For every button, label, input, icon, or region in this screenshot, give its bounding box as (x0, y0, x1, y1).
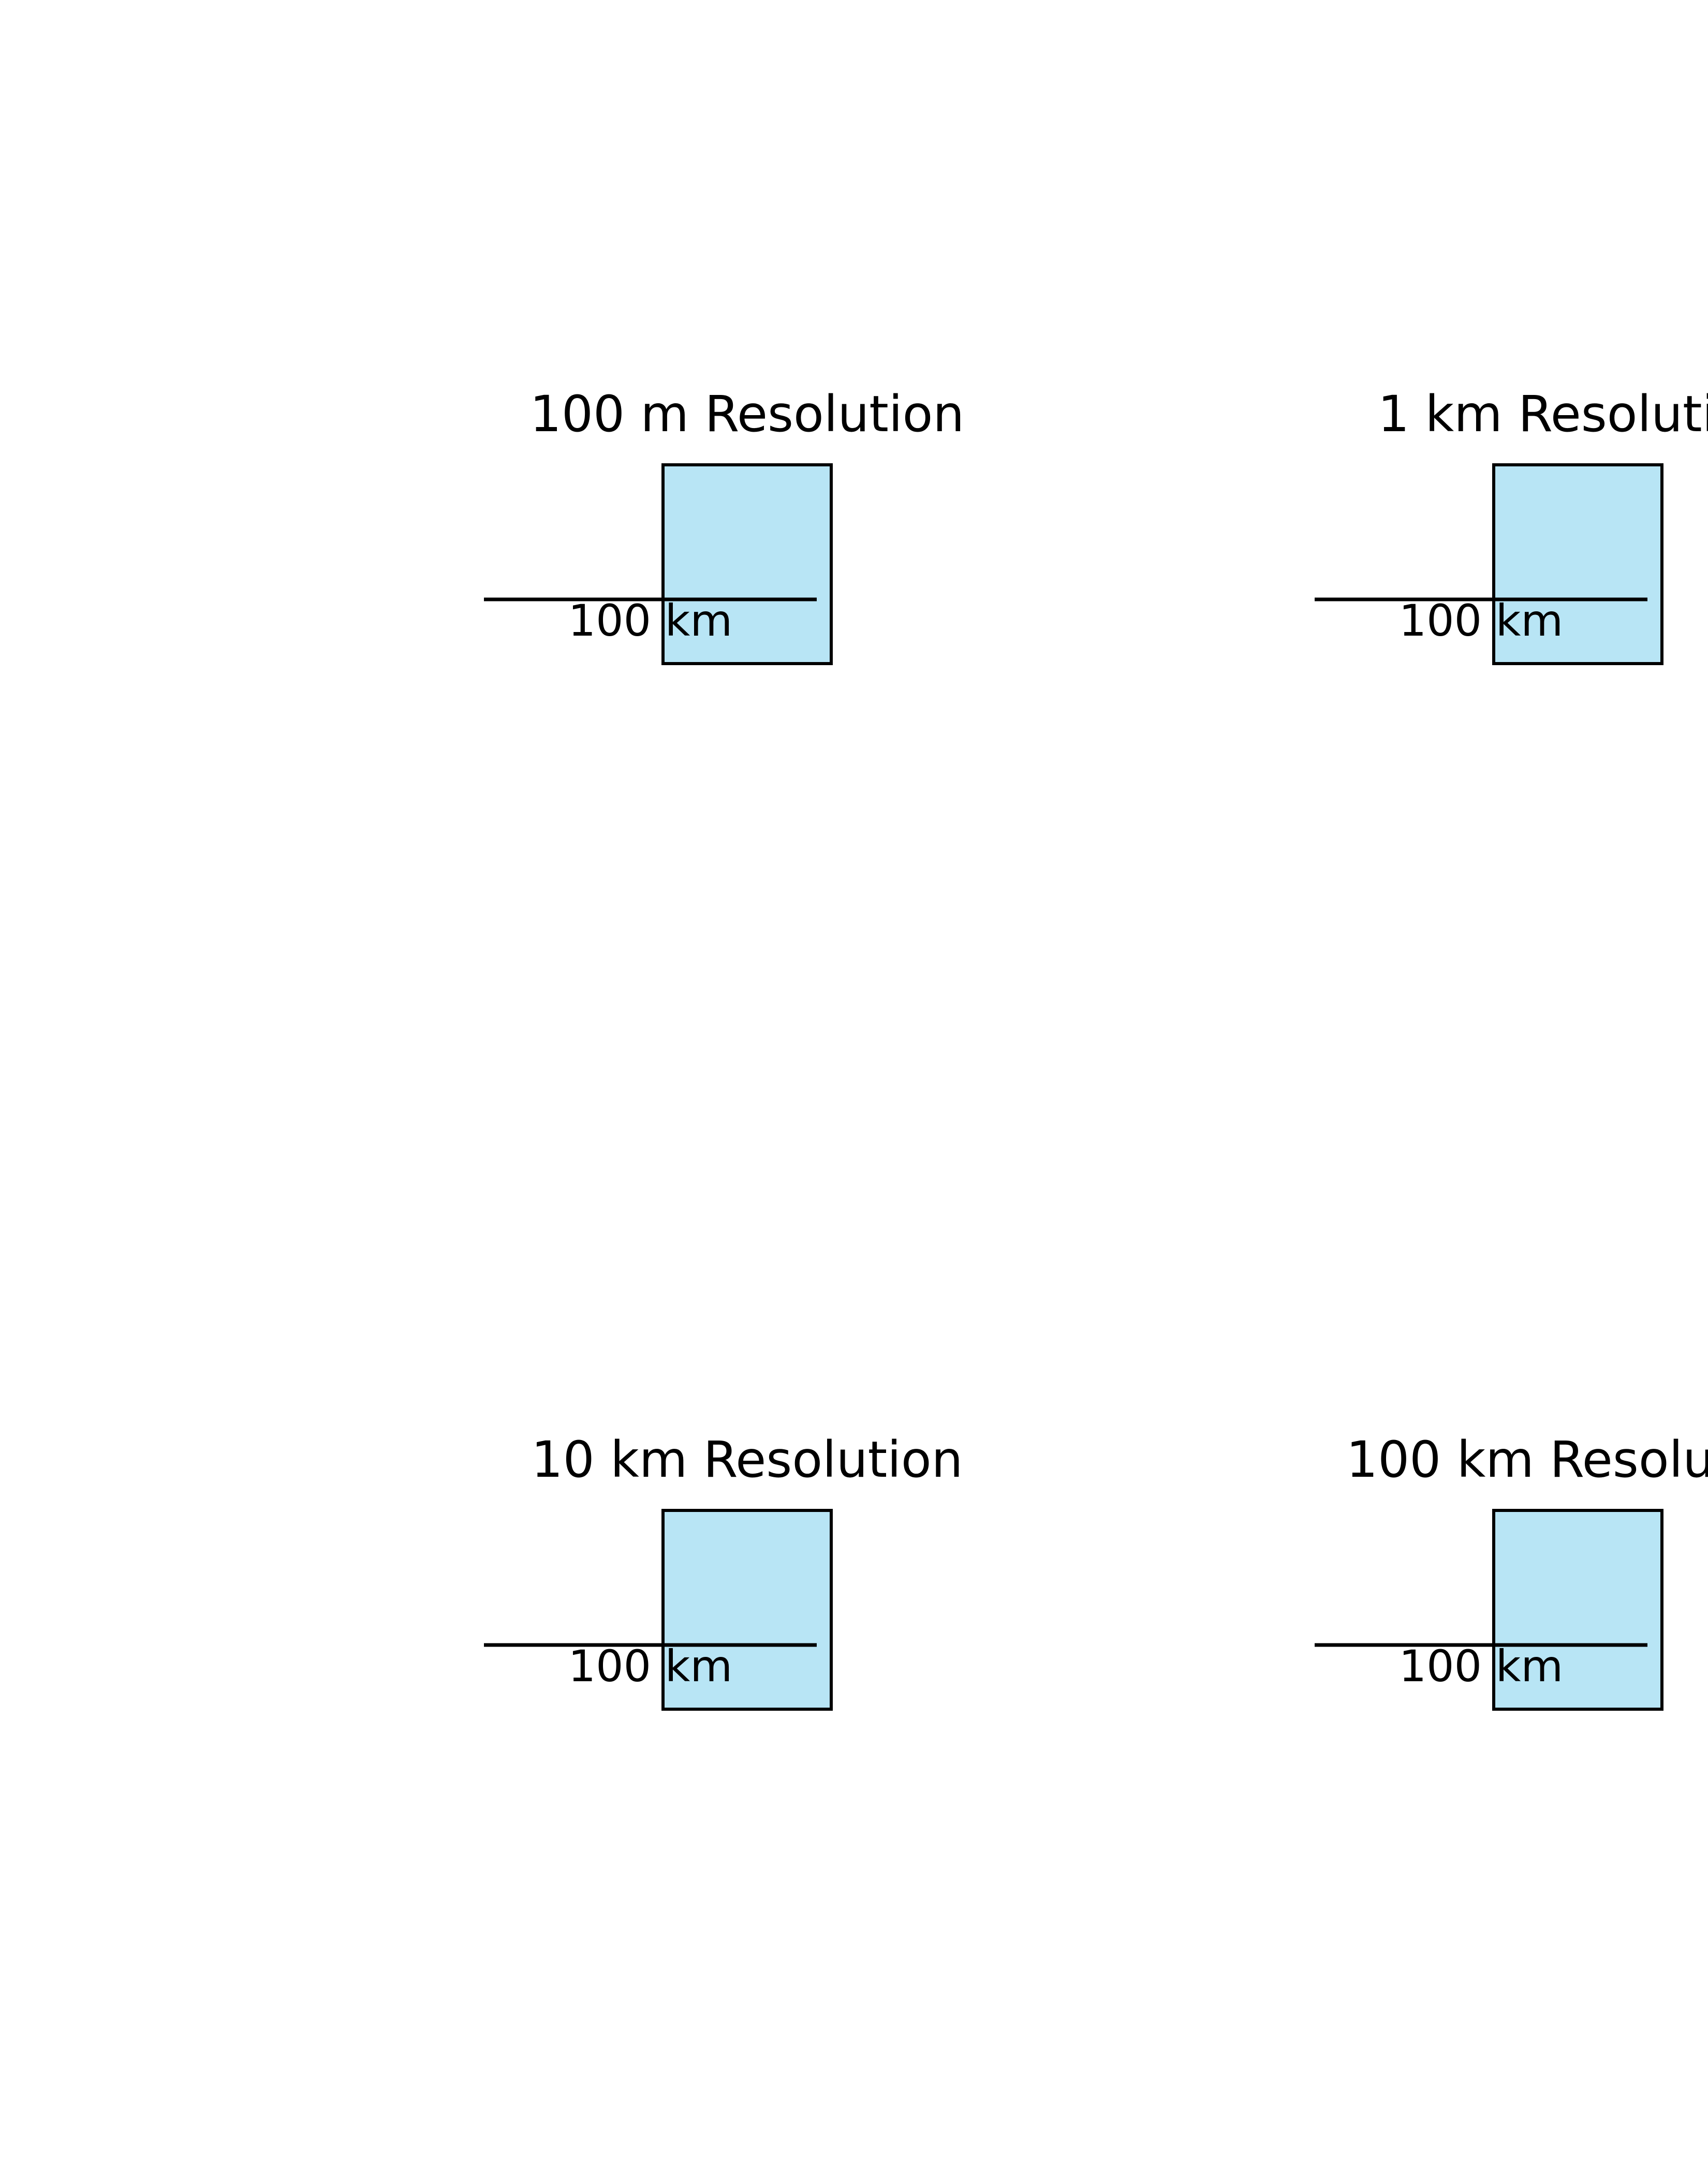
panel-title: 100 km Resolution (1346, 1431, 1708, 1489)
map-frame (1492, 1509, 1663, 1711)
map-panel: 1 km Resolution 100 km (1315, 385, 1708, 665)
map-panel: 100 m Resolution 100 km (484, 385, 964, 665)
scalebar-label: 100 km (1399, 1641, 1564, 1692)
map-panel: 10 km Resolution 100 km (484, 1431, 963, 1711)
ocean-area (1494, 465, 1662, 664)
ocean-area (663, 465, 831, 664)
ocean-area (663, 1510, 831, 1709)
map-panel: 100 km Resolution 100 km (1315, 1431, 1708, 1711)
scalebar-label: 100 km (568, 595, 733, 646)
scalebar-label: 100 km (568, 1641, 733, 1692)
map-frame (1492, 463, 1663, 665)
scalebar-label: 100 km (1399, 595, 1564, 646)
panel-title: 1 km Resolution (1378, 385, 1708, 443)
ocean-area (1494, 1510, 1662, 1709)
panel-title: 10 km Resolution (532, 1431, 963, 1489)
map-frame (661, 1509, 833, 1711)
map-frame (661, 463, 833, 665)
panel-title: 100 m Resolution (530, 385, 964, 443)
